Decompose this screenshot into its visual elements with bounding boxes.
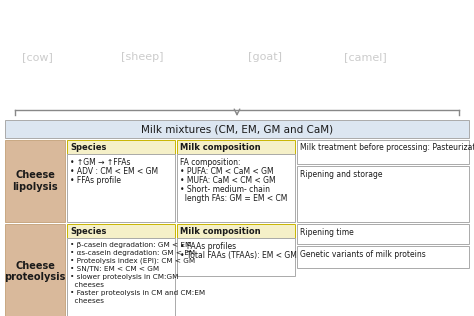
Text: • slower proteolysis in CM:GM: • slower proteolysis in CM:GM bbox=[70, 274, 178, 280]
Text: • FAAs profiles: • FAAs profiles bbox=[180, 242, 236, 251]
Text: • FFAs profile: • FFAs profile bbox=[70, 176, 121, 185]
Text: • MUFA: CaM < CM < GM: • MUFA: CaM < CM < GM bbox=[180, 176, 275, 185]
Text: Ripening time: Ripening time bbox=[300, 228, 354, 237]
Text: Milk treatment before processing: Pasteurization: Milk treatment before processing: Pasteu… bbox=[300, 143, 474, 152]
Text: • ↑GM → ↑FFAs: • ↑GM → ↑FFAs bbox=[70, 158, 130, 167]
Text: • ADV : CM < EM < GM: • ADV : CM < EM < GM bbox=[70, 167, 158, 176]
Text: [cow]: [cow] bbox=[22, 52, 54, 63]
Text: • Proteolysis index (EPI): CM < GM: • Proteolysis index (EPI): CM < GM bbox=[70, 258, 195, 264]
Bar bbox=[67, 224, 175, 238]
Text: [camel]: [camel] bbox=[344, 52, 386, 63]
Bar bbox=[177, 140, 295, 154]
Text: • Total FAAs (TFAAs): EM < GM: • Total FAAs (TFAAs): EM < GM bbox=[180, 251, 297, 260]
Bar bbox=[297, 166, 469, 222]
Text: cheeses: cheeses bbox=[70, 282, 104, 288]
Bar bbox=[297, 140, 469, 164]
Bar bbox=[5, 140, 65, 222]
Text: [goat]: [goat] bbox=[248, 52, 283, 63]
Text: • Short- medium- chain: • Short- medium- chain bbox=[180, 185, 270, 194]
Text: Species: Species bbox=[70, 227, 106, 236]
Text: Milk composition: Milk composition bbox=[180, 143, 261, 152]
Text: Milk composition: Milk composition bbox=[180, 227, 261, 236]
Bar bbox=[67, 238, 175, 316]
Bar bbox=[297, 246, 469, 268]
Text: • αs-casein degradation: GM < EM: • αs-casein degradation: GM < EM bbox=[70, 250, 195, 256]
Bar bbox=[67, 140, 175, 154]
Text: • SN/TN: EM < CM < GM: • SN/TN: EM < CM < GM bbox=[70, 266, 159, 272]
Text: cheeses: cheeses bbox=[70, 298, 104, 304]
Text: [sheep]: [sheep] bbox=[121, 52, 164, 63]
Text: FA composition:: FA composition: bbox=[180, 158, 240, 167]
Bar bbox=[5, 120, 469, 138]
Text: Cheese
lipolysis: Cheese lipolysis bbox=[12, 170, 58, 192]
Bar bbox=[177, 154, 295, 222]
Bar bbox=[177, 224, 295, 238]
Text: Milk mixtures (CM, EM, GM and CaM): Milk mixtures (CM, EM, GM and CaM) bbox=[141, 124, 333, 134]
Text: • Faster proteolysis in CM and CM:EM: • Faster proteolysis in CM and CM:EM bbox=[70, 290, 205, 296]
Bar bbox=[5, 224, 65, 316]
Text: Genetic variants of milk proteins: Genetic variants of milk proteins bbox=[300, 250, 426, 259]
Text: Cheese
proteolysis: Cheese proteolysis bbox=[4, 261, 66, 282]
Text: • PUFA: CM < CaM < GM: • PUFA: CM < CaM < GM bbox=[180, 167, 273, 176]
Bar bbox=[177, 238, 295, 276]
Bar bbox=[67, 154, 175, 222]
Text: length FAs: GM = EM < CM: length FAs: GM = EM < CM bbox=[180, 194, 287, 203]
Text: Species: Species bbox=[70, 143, 106, 152]
Bar bbox=[297, 224, 469, 244]
Text: • β-casein degradation: GM < EM: • β-casein degradation: GM < EM bbox=[70, 242, 191, 248]
Text: Ripening and storage: Ripening and storage bbox=[300, 170, 383, 179]
